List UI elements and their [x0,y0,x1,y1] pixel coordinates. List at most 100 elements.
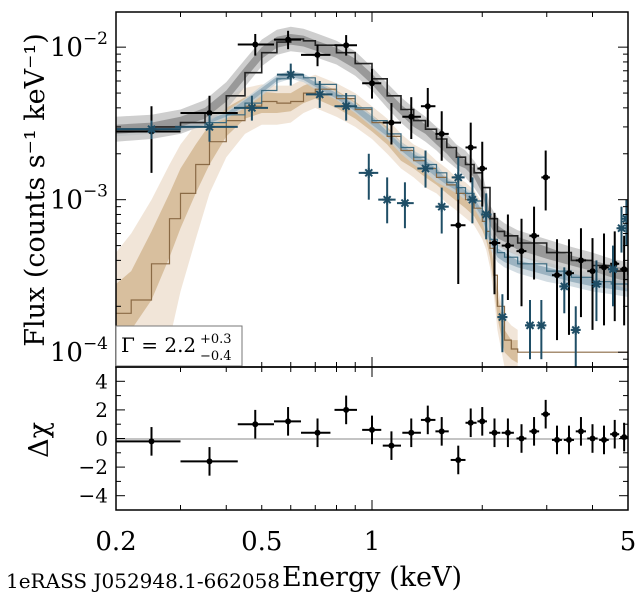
data-blue-marker [616,223,627,234]
data-black-marker [491,240,498,247]
data-black-point [465,122,477,183]
data-blue-point [358,153,379,200]
residual-marker [577,428,584,435]
residual-marker [542,411,549,418]
residual-point [450,445,466,475]
residual-y-tick-label: −4 [79,484,108,508]
residual-marker [531,428,538,435]
spectrum-y-axis-label: Flux (counts s⁻¹ keV⁻¹) [20,33,51,347]
data-black-marker [455,222,462,229]
residual-marker [565,436,572,443]
data-blue-marker [559,281,570,292]
data-blue-point [334,93,357,121]
residual-ticks: 0.2 0.5 1 5 4 2 0 −2 −4 [79,366,637,557]
y-tick-label-exponent: −2 [83,29,108,49]
residual-point [301,418,331,448]
residual-point [362,415,382,445]
x-tick-label: 0.2 [95,527,136,557]
residual-marker [491,429,498,436]
residual-marker [408,429,415,436]
data-blue-point [234,95,268,121]
data-blue-marker [607,264,618,275]
data-black-point [334,35,357,56]
residual-point [610,419,620,449]
data-black-point [382,103,402,145]
residual-marker [343,406,350,413]
data-blue-point [378,177,396,224]
data-blue-point [497,294,508,353]
data-black-marker [504,242,511,249]
data-blue-marker [524,320,535,331]
data-black-marker [531,232,538,239]
y-tick-label-exponent: −3 [83,182,108,202]
residual-marker [601,436,608,443]
model-lines [116,38,628,353]
data-blue-marker [382,194,393,205]
data-blue-point [396,182,414,229]
data-blue-marker [536,320,547,331]
data-black-marker [621,266,628,273]
data-black-point [273,30,302,50]
residual-point [402,418,421,448]
data-blue-point [305,80,333,108]
data-blue-marker [453,172,464,183]
residual-point [489,418,501,448]
source-name: 1eRASS J052948.1-662058 [6,569,280,593]
residual-y-tick-label: 4 [95,369,108,393]
data-black-marker [314,51,321,58]
data-blue-marker [246,102,257,113]
y-tick-label-exponent: −4 [83,334,108,354]
residuals-frame [115,366,629,511]
residual-marker [554,436,561,443]
residual-marker [438,428,445,435]
data-black-point [501,214,514,300]
data-blue-marker [467,194,478,205]
residual-marker [611,431,618,438]
residual-marker [314,429,321,436]
data-blue-point [559,267,570,314]
data-blue-marker [399,198,410,209]
data-blue-point [570,306,581,367]
data-blue-point [467,177,478,224]
x-tick-label: 0.5 [241,527,282,557]
x-tick-label: 5 [620,527,637,557]
data-blue-point [451,157,465,200]
residual-point [237,409,274,439]
data-blue-marker [204,121,215,132]
data-black-marker [479,165,486,172]
residual-marker [504,429,511,436]
data-black-point [477,141,487,207]
residual-marker [621,434,628,441]
residual-y-tick-label: 2 [95,398,108,422]
data-points [116,30,628,367]
residual-point [382,431,402,460]
y-tick-label-base: 10 [50,33,83,63]
residual-marker [388,442,395,449]
data-blue-point [417,150,434,188]
gamma-value: Γ = 2.2 [121,333,196,357]
data-blue-marker [621,213,628,224]
data-black-marker [577,257,584,264]
data-black-marker [285,36,292,43]
residual-point [501,418,514,448]
model-black-line [116,38,628,276]
data-black-marker [206,110,213,117]
residual-point [116,427,181,456]
residual-y-tick-label: 0 [95,427,108,451]
data-black-point [620,235,628,326]
residual-point [541,399,550,429]
data-black-point [402,97,421,139]
data-blue-marker [146,124,157,135]
residual-point [551,425,562,455]
data-black-marker [554,272,561,279]
residual-point [477,407,487,436]
residuals-y-axis-label: Δχ [24,422,55,458]
residual-point [334,395,357,425]
data-black-point [516,218,527,307]
residual-point [420,405,436,435]
residual-marker [369,426,375,433]
gamma-annotation: Γ = 2.2 +0.3 −0.4 [115,325,243,367]
residual-marker [148,438,155,445]
spectrum-panel: 10−210−310−4 Γ = 2.2 +0.3 −0.4 Flux (cou… [20,11,629,368]
